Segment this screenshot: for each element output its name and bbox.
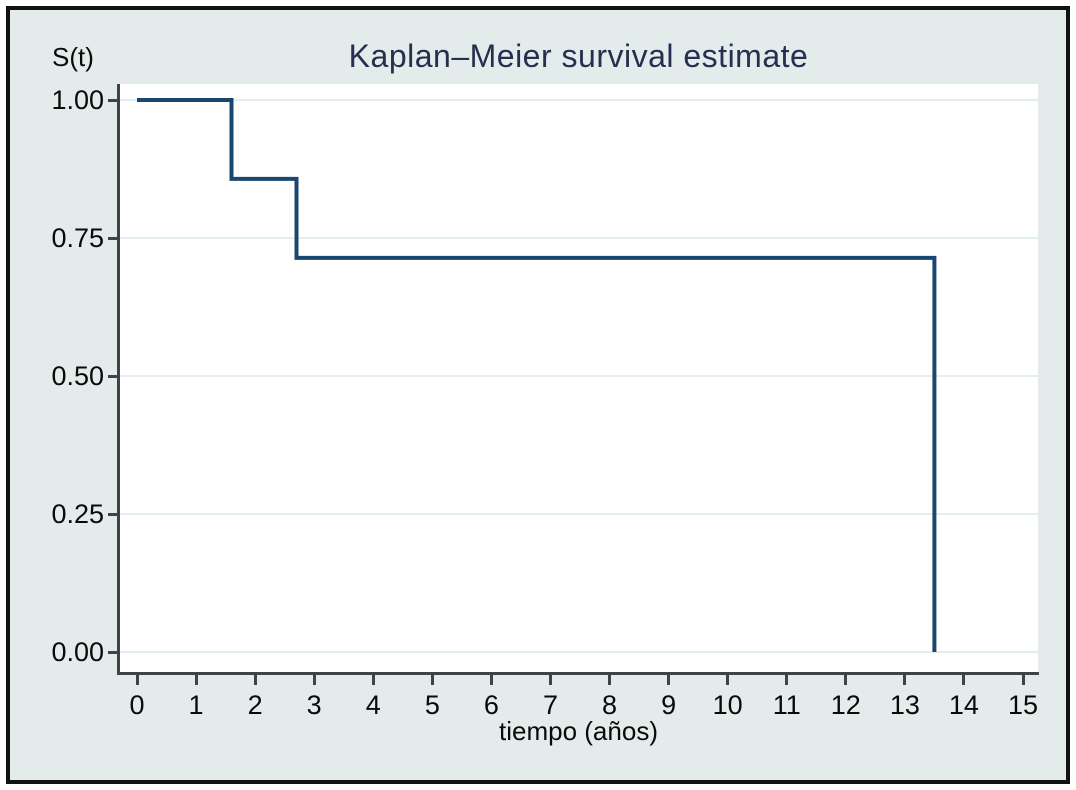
- x-axis-label: tiempo (años): [499, 716, 658, 746]
- x-tick-mark: [785, 675, 789, 685]
- x-tick-label: 14: [948, 690, 979, 720]
- plot-area: [119, 84, 1038, 674]
- gridline-y-1.00: [119, 99, 1038, 101]
- x-tick-label: 2: [247, 690, 263, 720]
- x-tick-label: 10: [712, 690, 743, 720]
- x-tick-mark: [962, 675, 966, 685]
- x-tick-mark: [194, 675, 198, 685]
- x-tick-mark: [135, 675, 139, 685]
- y-tick-label: 0.25: [51, 499, 104, 529]
- gridline-y-0.25: [119, 513, 1038, 515]
- gridline-y-0.00: [119, 651, 1038, 653]
- x-tick-mark: [312, 675, 316, 685]
- x-tick-mark: [844, 675, 848, 685]
- x-axis-line: [117, 672, 1039, 675]
- x-tick-label: 1: [188, 690, 204, 720]
- y-tick-label: 0.50: [51, 361, 104, 391]
- y-axis-line: [117, 84, 120, 675]
- chart-title: Kaplan–Meier survival estimate: [348, 38, 809, 74]
- gridline-y-0.50: [119, 375, 1038, 377]
- x-tick-label: 11: [772, 690, 801, 720]
- x-tick-label: 7: [542, 690, 558, 720]
- y-tick-label: 0.75: [51, 223, 104, 253]
- y-tick-mark: [108, 236, 118, 240]
- x-tick-mark: [1021, 675, 1025, 685]
- survival-curve: [137, 98, 937, 652]
- x-tick-mark: [903, 675, 907, 685]
- gridline-y-0.75: [119, 237, 1038, 239]
- y-tick-mark: [108, 98, 118, 102]
- x-tick-mark: [667, 675, 671, 685]
- y-axis-label: S(t): [52, 42, 94, 72]
- x-tick-mark: [548, 675, 552, 685]
- x-tick-mark: [371, 675, 375, 685]
- y-tick-label: 1.00: [51, 85, 104, 115]
- x-tick-label: 0: [129, 690, 145, 720]
- x-tick-label: 9: [661, 690, 677, 720]
- x-tick-label: 3: [306, 690, 322, 720]
- y-tick-mark: [108, 374, 118, 378]
- y-tick-mark: [108, 650, 118, 654]
- x-tick-mark: [608, 675, 612, 685]
- x-tick-label: 15: [1007, 690, 1039, 720]
- x-tick-mark: [489, 675, 493, 685]
- x-tick-label: 5: [424, 690, 440, 720]
- x-tick-mark: [726, 675, 730, 685]
- survival-step-line: [137, 98, 937, 652]
- x-tick-label: 13: [889, 690, 920, 720]
- x-tick-label: 4: [365, 690, 381, 720]
- x-tick-mark: [430, 675, 434, 685]
- x-tick-mark: [253, 675, 257, 685]
- y-tick-label: 0.00: [51, 637, 104, 667]
- y-tick-mark: [108, 512, 118, 516]
- x-tick-label: 6: [483, 690, 499, 720]
- x-tick-label: 12: [830, 690, 861, 720]
- x-tick-label: 8: [602, 690, 618, 720]
